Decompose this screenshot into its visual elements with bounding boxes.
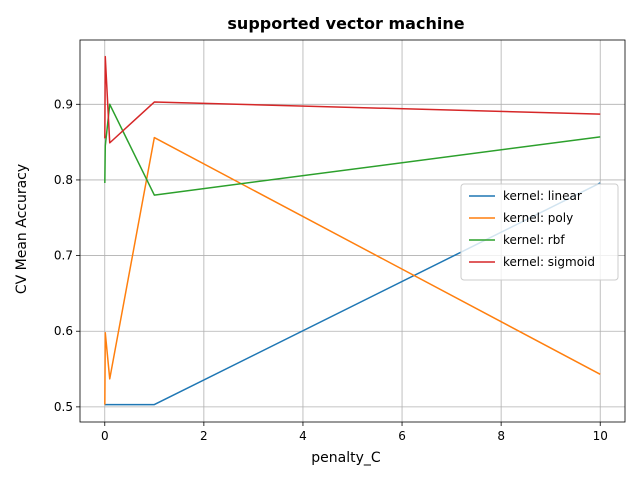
y-tick-label: 0.7 <box>54 249 73 263</box>
x-tick-label: 6 <box>398 429 406 443</box>
y-axis-label: CV Mean Accuracy <box>14 164 30 294</box>
legend-label: kernel: poly <box>503 211 573 225</box>
y-tick-label: 0.6 <box>54 324 73 338</box>
series-line-3 <box>104 55 601 144</box>
x-tick-label: 10 <box>593 429 608 443</box>
legend: kernel: linear kernel: poly kernel: rbf ker… <box>460 183 619 281</box>
plot-frame <box>79 39 626 423</box>
x-tick-label: 8 <box>497 429 505 443</box>
y-tick-label: 0.5 <box>54 400 73 414</box>
legend-label: kernel: sigmoid <box>503 255 595 269</box>
series-lines <box>104 55 601 406</box>
legend-box <box>460 183 619 281</box>
chart-title: supported vector machine <box>227 14 464 33</box>
y-tick-label: 0.9 <box>54 97 73 111</box>
axis-ticks: 0 2 4 6 8 10 0.5 0.6 0.7 0.8 0.9 <box>54 97 608 443</box>
series-line-2 <box>104 103 601 196</box>
legend-label: kernel: linear <box>503 189 582 203</box>
x-tick-label: 0 <box>101 429 109 443</box>
legend-label: kernel: rbf <box>503 233 565 247</box>
x-tick-label: 2 <box>200 429 208 443</box>
y-tick-label: 0.8 <box>54 173 73 187</box>
x-tick-label: 4 <box>299 429 307 443</box>
series-line-1 <box>104 136 601 405</box>
x-axis-label: penalty_C <box>311 450 381 466</box>
